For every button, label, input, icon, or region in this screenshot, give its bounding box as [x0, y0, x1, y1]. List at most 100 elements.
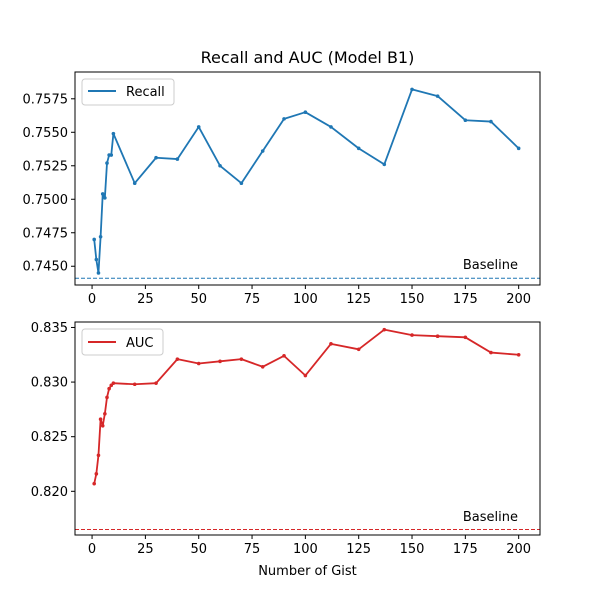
- auc-x-tick-label: 75: [244, 542, 261, 557]
- auc-x-tick-label: 0: [88, 542, 96, 557]
- recall-data-point: [94, 257, 99, 262]
- auc-data-point: [410, 333, 414, 337]
- auc-data-point: [94, 472, 99, 476]
- recall-data-point: [111, 131, 116, 136]
- auc-x-tick-label: 200: [506, 542, 531, 557]
- recall-y-tick-label: 0.7450: [23, 260, 69, 275]
- auc-data-point: [356, 347, 361, 352]
- recall-data-point: [98, 234, 103, 239]
- auc-x-tick-label: 125: [346, 542, 371, 557]
- recall-y-tick-label: 0.7500: [23, 193, 69, 208]
- recall-x-tick-label: 100: [293, 292, 318, 307]
- recall-data-point: [382, 162, 387, 167]
- recall-y-tick-label: 0.7575: [23, 92, 69, 107]
- auc-data-point: [154, 381, 158, 385]
- recall-data-point: [410, 87, 414, 92]
- auc-data-point: [96, 453, 101, 458]
- recall-data-point: [282, 117, 286, 121]
- auc-data-point: [382, 327, 387, 332]
- auc-data-point: [196, 361, 201, 366]
- auc-y-tick-label: 0.830: [31, 376, 68, 391]
- auc-x-tick-label: 50: [190, 542, 207, 557]
- recall-data-point: [154, 155, 158, 160]
- recall-x-tick-label: 0: [88, 292, 96, 307]
- auc-axes-frame: [74, 321, 541, 536]
- recall-data-point: [103, 196, 107, 200]
- x-axis-label: Number of Gist: [258, 564, 357, 579]
- auc-x-tick-label: 25: [137, 542, 154, 557]
- auc-data-point: [218, 359, 222, 364]
- auc-data-point: [175, 357, 180, 361]
- auc-baseline-label: Baseline: [463, 510, 518, 525]
- recall-data-point: [175, 157, 180, 161]
- recall-x-tick-label: 75: [244, 292, 261, 307]
- recall-plot-area: [75, 87, 540, 279]
- recall-data-point: [100, 192, 105, 196]
- auc-x-tick-label: 100: [293, 542, 318, 557]
- recall-data-point: [92, 237, 96, 242]
- recall-y-tick-label: 0.7550: [23, 126, 69, 141]
- recall-data-point: [329, 125, 333, 129]
- recall-x-tick-label: 175: [453, 292, 478, 307]
- recall-data-point: [105, 161, 109, 165]
- auc-plot-area: [75, 327, 540, 531]
- recall-data-point: [435, 94, 440, 98]
- recall-x-tick-label: 125: [346, 292, 371, 307]
- recall-y-tick-label: 0.7525: [23, 159, 69, 174]
- auc-ticks: 0 25 50 75 100 125 150 175 200 0.820 0.825 0.830 0.8…: [31, 321, 531, 557]
- auc-data-point: [132, 382, 137, 387]
- recall-series-line: [93, 88, 520, 274]
- recall-panel: 0 25 50 75 100 125 150 175 200 0.7450 0.7475 0.7500…: [23, 71, 541, 307]
- auc-data-point: [239, 357, 244, 361]
- chart-title: Recall and AUC (Model B1): [201, 48, 415, 67]
- auc-legend-box: [81, 328, 164, 356]
- recall-data-point: [489, 119, 493, 124]
- recall-data-point: [516, 146, 521, 151]
- recall-data-point: [463, 118, 468, 123]
- recall-data-point: [239, 181, 244, 185]
- auc-data-point: [463, 335, 468, 340]
- auc-data-point: [489, 350, 493, 355]
- recall-legend-label: Recall: [126, 85, 165, 100]
- auc-x-tick-label: 150: [400, 542, 425, 557]
- recall-x-tick-label: 25: [137, 292, 154, 307]
- auc-data-point: [105, 395, 109, 400]
- auc-legend: AUC: [81, 328, 164, 356]
- recall-data-point: [196, 125, 201, 129]
- auc-y-tick-label: 0.820: [31, 485, 68, 500]
- recall-data-point: [109, 153, 114, 157]
- auc-data-point: [516, 352, 521, 357]
- recall-y-tick-label: 0.7475: [23, 226, 69, 241]
- auc-data-point: [92, 481, 96, 486]
- auc-data-point: [103, 411, 107, 416]
- auc-data-point: [98, 417, 103, 422]
- recall-ticks: 0 25 50 75 100 125 150 175 200 0.7450 0.7475 0.7500…: [23, 92, 532, 307]
- recall-x-tick-label: 200: [506, 292, 531, 307]
- recall-x-tick-label: 50: [190, 292, 207, 307]
- auc-data-point: [100, 423, 105, 428]
- recall-x-tick-label: 150: [400, 292, 425, 307]
- auc-x-tick-label: 175: [453, 542, 478, 557]
- recall-data-point: [260, 149, 265, 153]
- auc-panel: 0 25 50 75 100 125 150 175 200 0.820 0.825 0.830 0.8…: [31, 321, 541, 579]
- recall-legend: Recall: [81, 78, 175, 106]
- auc-data-point: [260, 364, 265, 369]
- auc-legend-label: AUC: [126, 336, 154, 351]
- recall-data-point: [132, 181, 137, 185]
- auc-data-point: [329, 342, 333, 346]
- auc-data-point: [303, 373, 308, 378]
- recall-data-point: [96, 271, 101, 275]
- recall-data-point: [356, 146, 361, 151]
- recall-baseline-label: Baseline: [463, 258, 518, 273]
- auc-y-tick-label: 0.835: [31, 321, 68, 336]
- recall-data-point: [218, 163, 222, 168]
- recall-legend-box: [81, 78, 175, 106]
- auc-data-point: [282, 354, 286, 358]
- auc-data-point: [107, 386, 111, 391]
- auc-data-point: [435, 334, 440, 339]
- auc-y-tick-label: 0.825: [31, 430, 68, 445]
- auc-data-point: [111, 381, 116, 385]
- recall-axes-frame: [74, 71, 541, 286]
- recall-data-point: [303, 110, 308, 114]
